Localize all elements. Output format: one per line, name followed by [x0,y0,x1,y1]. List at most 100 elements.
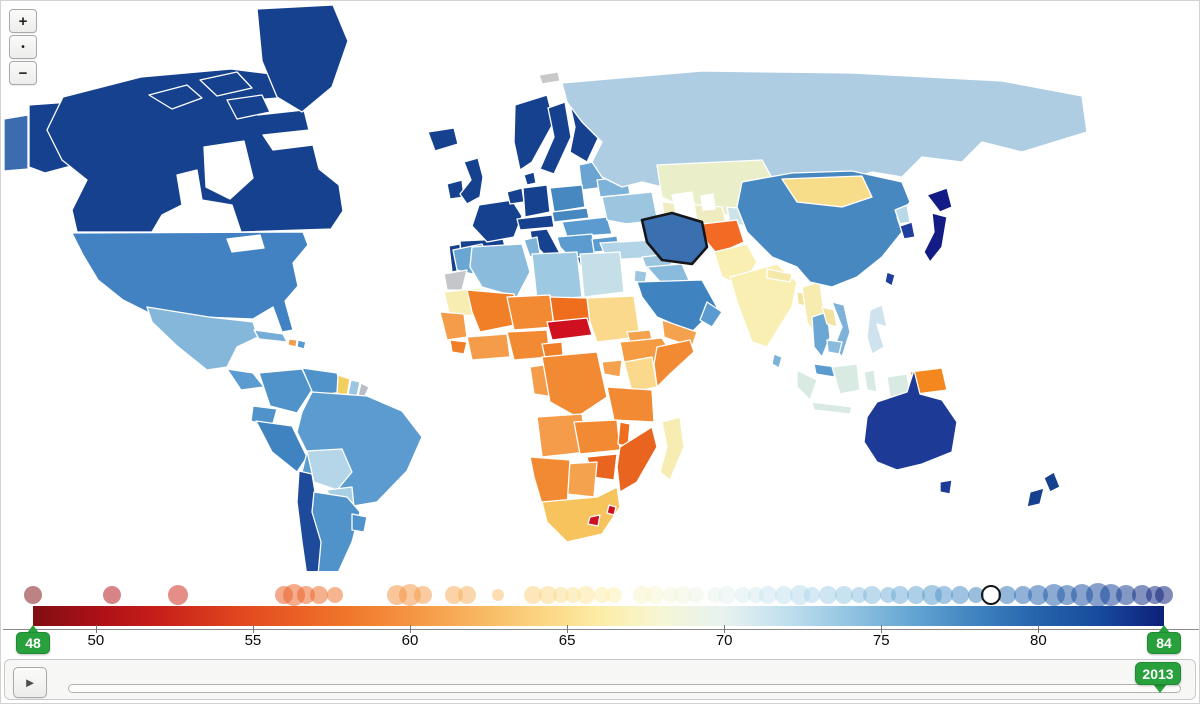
country-sweden[interactable] [539,101,572,175]
country-dr-congo[interactable] [541,351,608,418]
country-zambia[interactable] [573,419,621,455]
country-libya[interactable] [531,251,583,301]
country-japan-honshu[interactable] [923,212,948,263]
zoom-in-button[interactable]: + [9,9,37,33]
min-value-marker[interactable]: 48 [16,632,50,654]
country-madagascar[interactable] [659,416,685,481]
country-svalbard[interactable] [538,71,561,85]
country-australia[interactable] [863,369,958,471]
country-greenland[interactable] [256,4,349,113]
country-indonesia-sumatra[interactable] [796,369,818,401]
country-malaysia[interactable] [813,363,838,378]
country-uruguay[interactable] [351,513,368,533]
country-dot[interactable] [523,586,542,604]
country-dot[interactable] [1099,584,1122,606]
country-dot[interactable] [491,589,504,601]
country-philippines[interactable] [866,304,888,355]
country-somalia[interactable] [653,339,695,388]
country-dot[interactable] [759,586,778,604]
country-central-african-republic[interactable] [546,317,593,341]
country-dot[interactable] [413,586,432,604]
country-india[interactable] [729,263,798,348]
country-dot[interactable] [326,587,343,603]
country-dot[interactable] [606,587,623,603]
country-dot[interactable] [718,586,737,604]
country-dot[interactable] [1155,586,1173,604]
max-value-marker[interactable]: 84 [1147,632,1181,654]
country-ivory-coast-ghana[interactable] [466,333,511,361]
country-sudan[interactable] [586,295,641,343]
country-russia[interactable] [561,70,1088,188]
country-dot[interactable] [576,586,595,604]
world-choropleth-map[interactable] [1,1,1200,601]
country-lesotho[interactable] [587,514,601,527]
play-button[interactable]: ► [13,667,47,698]
country-kenya[interactable] [623,356,658,393]
country-indonesia-java[interactable] [811,401,853,415]
country-dot[interactable] [674,586,693,604]
country-guatemala[interactable] [226,368,265,391]
country-peru[interactable] [255,420,308,473]
country-mongolia[interactable] [781,175,873,208]
country-indonesia-borneo[interactable] [831,363,861,395]
country-laos[interactable] [821,306,838,328]
country-niger[interactable] [506,294,555,331]
country-dot[interactable] [1013,586,1032,604]
country-dot[interactable] [687,587,704,603]
country-dot[interactable] [735,587,752,603]
country-tasmania[interactable] [939,479,953,495]
country-dot[interactable] [1116,585,1137,605]
country-usa[interactable] [71,231,309,333]
country-oman[interactable] [699,301,723,328]
country-dot[interactable] [818,586,837,604]
country-new-zealand-north[interactable] [1043,471,1061,493]
country-dot[interactable] [862,586,881,604]
country-colombia[interactable] [258,368,313,414]
country-dot[interactable] [552,587,569,603]
country-new-zealand-south[interactable] [1026,487,1045,508]
country-south-africa[interactable] [541,486,621,543]
country-dot[interactable] [834,586,853,604]
country-mozambique[interactable] [616,426,658,493]
country-dot[interactable] [774,586,793,604]
country-dominican-republic[interactable] [296,339,307,350]
country-dot[interactable] [935,586,954,604]
country-china[interactable] [736,170,911,288]
country-mexico[interactable] [146,306,259,371]
country-japan-hokkaido[interactable] [926,187,953,213]
country-arctic-island-3[interactable] [226,94,271,120]
country-cuba[interactable] [253,329,288,343]
country-hungary-romania[interactable] [561,216,613,238]
country-iceland[interactable] [427,127,459,152]
country-dot[interactable] [102,586,121,604]
country-dot[interactable] [593,587,610,603]
country-germany[interactable] [522,184,551,218]
country-sri-lanka[interactable] [771,353,783,369]
country-dot[interactable] [997,586,1016,604]
country-dot[interactable] [967,587,984,603]
country-nepal[interactable] [766,268,793,283]
country-poland[interactable] [549,184,586,213]
country-czech-slovakia[interactable] [551,207,590,223]
country-senegal-guinea[interactable] [439,311,468,341]
country-dot[interactable] [457,586,476,604]
country-norway[interactable] [513,94,555,171]
country-denmark[interactable] [523,171,537,186]
country-cambodia[interactable] [826,339,843,355]
country-dot[interactable] [906,586,925,604]
country-uganda[interactable] [601,359,623,378]
country-dot[interactable] [891,586,910,604]
country-south-korea[interactable] [899,221,916,240]
highlighted-country-dot[interactable] [981,585,1002,605]
country-egypt[interactable] [579,251,625,298]
country-arctic-island-2[interactable] [199,71,253,97]
country-united-kingdom[interactable] [459,157,484,205]
country-swaziland[interactable] [606,504,617,516]
zoom-out-button[interactable]: − [9,61,37,85]
country-alaska-edge[interactable] [3,114,29,172]
country-indonesia-sulawesi[interactable] [863,369,878,393]
country-brazil[interactable] [296,391,423,508]
country-argentina[interactable] [311,491,361,576]
country-iran[interactable] [640,211,709,266]
country-arctic-island-1[interactable] [148,84,203,110]
